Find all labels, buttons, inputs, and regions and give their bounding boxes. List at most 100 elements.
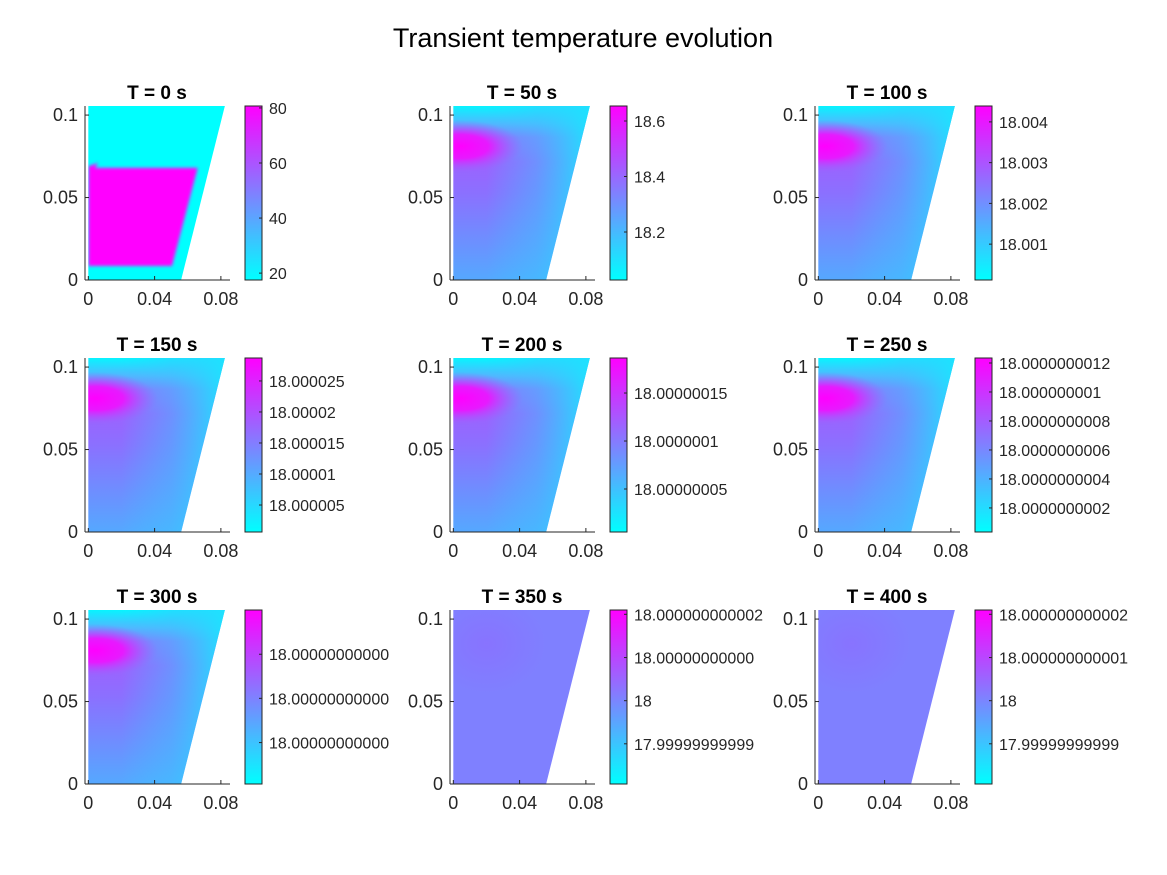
subplot-title: T = 50 s [487, 83, 557, 104]
colorbar [609, 105, 628, 281]
subplot-1: 0 0.04 0.08 0 0.05 0.1 T = 50 s 18.2 18.4 18.6 [408, 83, 665, 309]
colorbar-tick-label: 17.99999999999 [999, 737, 1119, 754]
y-tick-label: 0.05 [43, 188, 78, 208]
colorbar-tick-label: 18.0000001 [634, 434, 719, 451]
y-tick-label: 0.1 [418, 609, 443, 629]
y-tick-label: 0.05 [773, 188, 808, 208]
colorbar-tick-label: 18.00002 [269, 405, 336, 422]
x-tick-label: 0.08 [203, 793, 238, 813]
colorbar-tick-label: 18.000000000001 [999, 651, 1128, 668]
colorbar-tick-label: 18.00000005 [634, 482, 728, 499]
x-tick-label: 0.04 [867, 289, 902, 309]
warm-tint [818, 610, 912, 694]
colorbar-tick-label: 18.000000000002 [999, 607, 1128, 624]
colorbar-tick-label: 18.0000000006 [999, 443, 1110, 460]
colorbar-tick-label: 18.002 [999, 196, 1048, 213]
y-tick-label: 0 [68, 522, 78, 542]
x-tick-label: 0.08 [568, 541, 603, 561]
y-tick-label: 0.05 [408, 440, 443, 460]
colorbar-tick-label: 18.00001 [269, 467, 336, 484]
x-tick-label: 0 [448, 289, 458, 309]
x-tick-label: 0 [448, 541, 458, 561]
colorbar [974, 609, 993, 785]
subplot-4: 0 0.04 0.08 0 0.05 0.1 T = 200 s 18.00000005 18.… [408, 335, 728, 561]
x-tick-label: 0 [83, 289, 93, 309]
y-tick-label: 0.1 [53, 609, 78, 629]
y-tick-label: 0.1 [783, 609, 808, 629]
subplot-title: T = 400 s [847, 587, 928, 608]
subplot-title: T = 200 s [482, 335, 563, 356]
subplot-2: 0 0.04 0.08 0 0.05 0.1 T = 100 s 18.001 18.002 18… [773, 83, 1048, 309]
hot-spot [818, 372, 888, 425]
y-tick-label: 0.1 [783, 357, 808, 377]
x-tick-label: 0.08 [933, 793, 968, 813]
y-tick-label: 0 [68, 270, 78, 290]
colorbar-tick-label: 18.2 [634, 225, 665, 242]
x-tick-label: 0.08 [568, 793, 603, 813]
colorbar [244, 357, 263, 533]
colorbar-tick-label: 18.000000000002 [634, 607, 763, 624]
x-tick-label: 0.04 [502, 793, 537, 813]
colorbar-tick-label: 18 [634, 694, 652, 711]
colorbar-tick-label: 18.004 [999, 115, 1048, 132]
colorbar [244, 105, 263, 281]
colorbar [244, 609, 263, 785]
colorbar-tick-label: 18.00000000000 [634, 651, 754, 668]
colorbar-tick-label: 18.000005 [269, 498, 345, 515]
subplot-title: T = 100 s [847, 83, 928, 104]
x-tick-label: 0.04 [502, 541, 537, 561]
colorbar-tick-label: 18 [999, 694, 1017, 711]
temperature-field [453, 106, 590, 280]
hot-spot [818, 120, 888, 173]
colorbar-tick-label: 18.00000000000 [269, 736, 389, 753]
colorbar-tick-label: 18.00000000000 [269, 691, 389, 708]
y-tick-label: 0.05 [773, 692, 808, 712]
y-tick-label: 0 [433, 270, 443, 290]
colorbar-tick-label: 18.000025 [269, 374, 345, 391]
colorbar-tick-label: 40 [269, 211, 287, 228]
colorbar-tick-label: 18.0000000008 [999, 414, 1110, 431]
y-tick-label: 0.05 [43, 692, 78, 712]
x-tick-label: 0.08 [203, 541, 238, 561]
y-tick-label: 0.1 [418, 357, 443, 377]
y-tick-label: 0.1 [418, 105, 443, 125]
colorbar [609, 609, 628, 785]
x-tick-label: 0.04 [137, 541, 172, 561]
x-tick-label: 0 [813, 289, 823, 309]
hot-block [88, 162, 198, 266]
hot-spot [88, 624, 158, 677]
y-tick-label: 0 [798, 774, 808, 794]
colorbar-tick-label: 20 [269, 266, 287, 283]
subplot-3: 0 0.04 0.08 0 0.05 0.1 T = 150 s 18.000005 18.00… [43, 335, 345, 561]
colorbar-tick-label: 18.6 [634, 114, 665, 131]
y-tick-label: 0.1 [53, 357, 78, 377]
x-tick-label: 0.08 [203, 289, 238, 309]
y-tick-label: 0.1 [53, 105, 78, 125]
x-tick-label: 0.08 [933, 289, 968, 309]
colorbar-tick-label: 18.00000015 [634, 386, 728, 403]
warm-tint [453, 610, 547, 694]
y-tick-label: 0.05 [773, 440, 808, 460]
y-tick-label: 0.1 [783, 105, 808, 125]
temperature-field [818, 610, 955, 784]
y-tick-label: 0 [433, 522, 443, 542]
subplot-6: 0 0.04 0.08 0 0.05 0.1 T = 300 s 18.00000000000… [43, 587, 389, 813]
colorbar-tick-label: 18.003 [999, 156, 1048, 173]
colorbar-tick-label: 18.001 [999, 237, 1048, 254]
colorbar-tick-label: 18.0000000002 [999, 501, 1110, 518]
x-tick-label: 0 [448, 793, 458, 813]
subplot-title: T = 350 s [482, 587, 563, 608]
colorbar-tick-label: 18.00000000000 [269, 647, 389, 664]
x-tick-label: 0.08 [933, 541, 968, 561]
subplot-0: 0 0.04 0.08 0 0.05 0.1 T = 0 s 20 40 60 80 [43, 83, 287, 309]
colorbar-tick-label: 18.000000001 [999, 385, 1101, 402]
colorbar-tick-label: 80 [269, 101, 287, 118]
y-tick-label: 0 [798, 270, 808, 290]
y-tick-label: 0.05 [43, 440, 78, 460]
y-tick-label: 0 [798, 522, 808, 542]
colorbar-tick-label: 18.0000000012 [999, 356, 1110, 373]
hot-spot [88, 372, 158, 425]
subplot-title: T = 0 s [127, 83, 187, 104]
y-tick-label: 0 [433, 774, 443, 794]
